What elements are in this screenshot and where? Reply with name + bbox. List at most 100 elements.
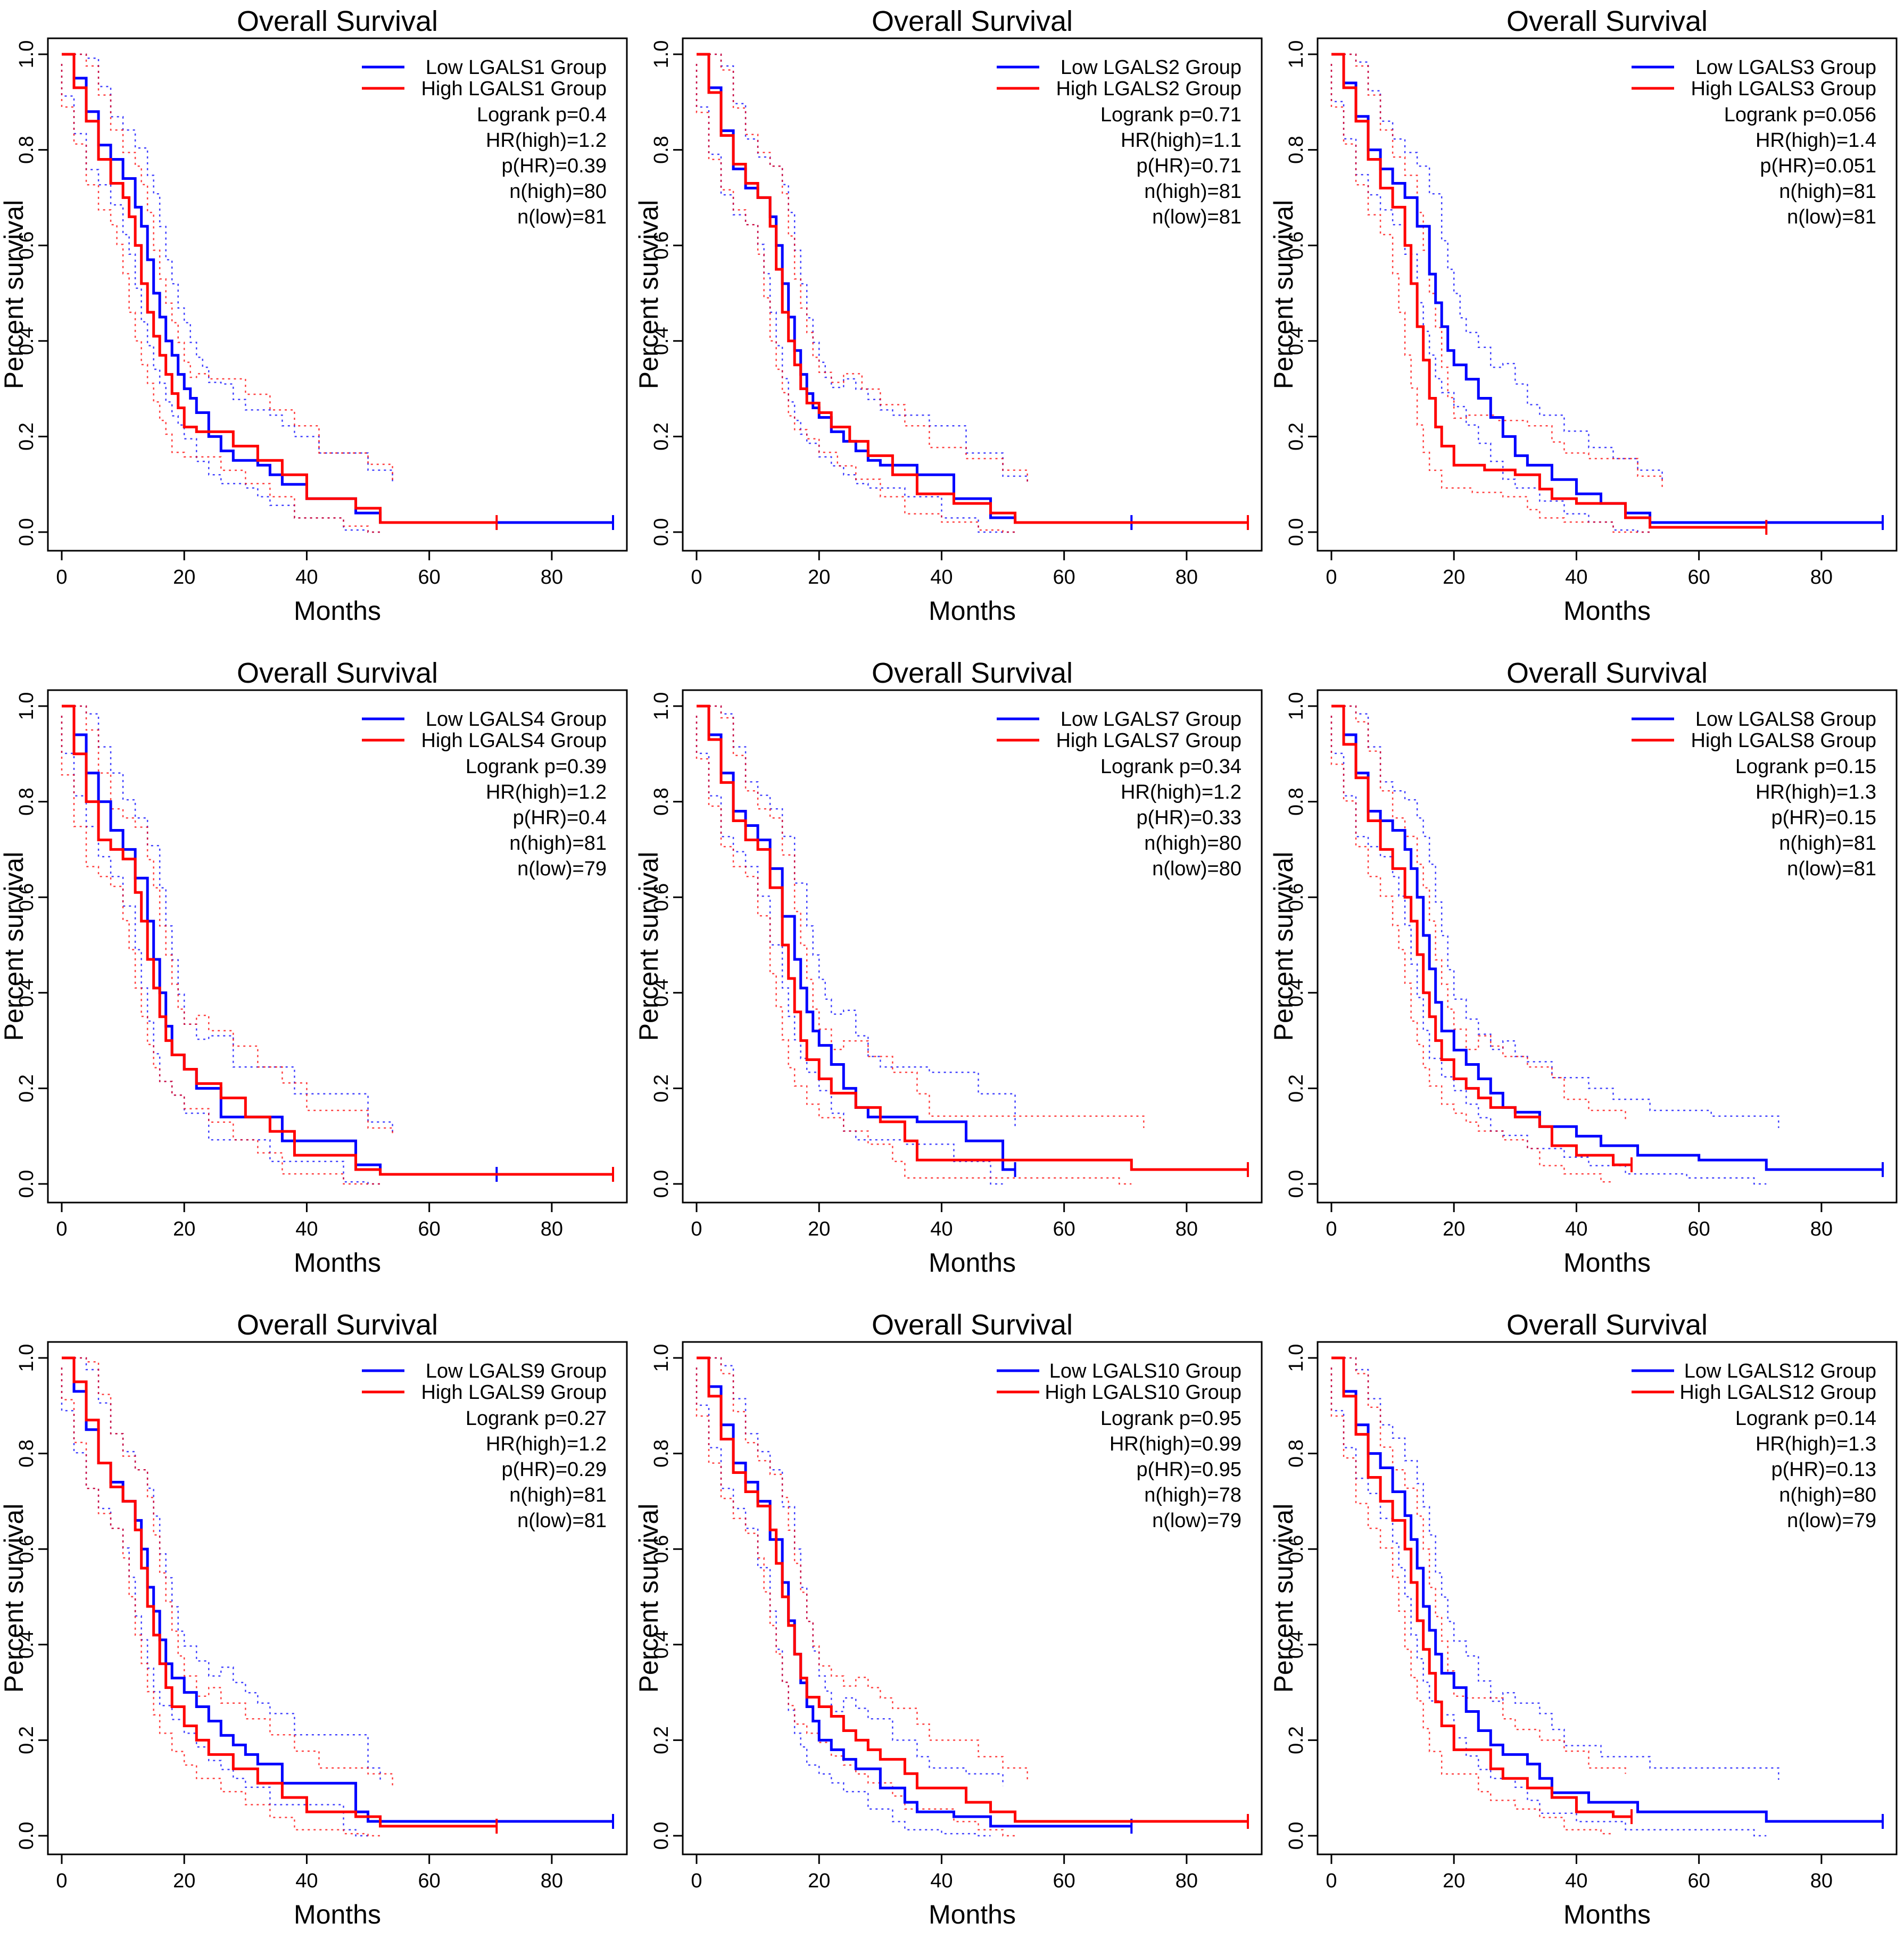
y-axis-label: Percent survival (1270, 1504, 1298, 1693)
legend-label-high: High LGALS9 Group (421, 1381, 607, 1404)
y-tick-label: 0.4 (650, 327, 673, 355)
y-tick-label: 0.2 (1285, 1726, 1307, 1754)
x-axis-label: Months (929, 1900, 1016, 1929)
stat-line: Logrank p=0.056 (1724, 104, 1876, 126)
survival-curve-high (697, 705, 1248, 1171)
stat-line: p(HR)=0.051 (1760, 155, 1876, 177)
stat-line: p(HR)=0.15 (1771, 807, 1876, 829)
x-tick-label: 0 (56, 566, 67, 589)
ci-lower-low (1330, 1367, 1767, 1837)
survival-chart-svg: Overall Survival 0 20 40 60 80 0.0 0.2 0.4 0.6 0.8… (0, 5, 628, 626)
y-tick-label: 1.0 (15, 692, 38, 720)
survival-chart-svg: Overall Survival 0 20 40 60 80 0.0 0.2 0.4 0.6 0.8… (1270, 5, 1898, 626)
ci-lower-low (1330, 715, 1767, 1185)
plot-frame (682, 37, 1263, 552)
stat-line: n(high)=81 (509, 832, 607, 855)
x-tick-label: 20 (1443, 1218, 1465, 1240)
stat-line: p(HR)=0.95 (1137, 1458, 1241, 1481)
x-tick-label: 60 (1053, 1218, 1075, 1240)
ci-lower-high (61, 63, 380, 533)
stat-line: p(HR)=0.4 (513, 807, 607, 829)
y-axis-label: Percent survival (635, 200, 664, 389)
stat-line: HR(high)=0.99 (1110, 1433, 1241, 1455)
survival-panel: Overall Survival 0 20 40 60 80 0.0 0.2 0.4 0.6 0.8… (1270, 0, 1904, 652)
ci-lower-high (1330, 1367, 1613, 1835)
x-tick-label: 80 (1175, 566, 1198, 589)
survival-chart-svg: Overall Survival 0 20 40 60 80 0.0 0.2 0.4 0.6 0.8… (0, 657, 628, 1278)
survival-panel: Overall Survival 0 20 40 60 80 0.0 0.2 0.4 0.6 0.8… (1270, 1304, 1904, 1955)
legend-label-high: High LGALS4 Group (421, 730, 607, 752)
x-tick-label: 40 (1565, 1218, 1587, 1240)
plot-frame (682, 1341, 1263, 1855)
y-tick-label: 0.0 (15, 518, 38, 546)
stat-line: n(high)=81 (1779, 832, 1876, 855)
ci-upper-low (1344, 705, 1779, 1128)
chart-title: Overall Survival (237, 657, 438, 689)
ci-upper-high (709, 53, 1028, 483)
x-tick-label: 0 (1326, 1870, 1337, 1892)
y-axis-label: Percent survival (0, 1504, 29, 1693)
stat-line: n(high)=80 (1144, 832, 1241, 855)
survival-curve-low (697, 53, 1132, 524)
legend-label-low: Low LGALS12 Group (1684, 1360, 1876, 1382)
y-tick-label: 0.8 (15, 788, 38, 816)
stat-line: HR(high)=1.2 (486, 781, 607, 803)
stat-line: n(high)=81 (509, 1484, 607, 1506)
y-tick-label: 0.2 (15, 422, 38, 451)
ci-lower-low (61, 1367, 368, 1837)
y-tick-label: 0.2 (1285, 422, 1307, 451)
survival-chart-svg: Overall Survival 0 20 40 60 80 0.0 0.2 0.4 0.6 0.8… (1270, 1309, 1898, 1929)
y-tick-label: 0.2 (15, 1074, 38, 1103)
plot-frame (47, 1341, 628, 1855)
legend-label-high: High LGALS1 Group (421, 78, 607, 100)
ci-lower-low (696, 1367, 991, 1837)
x-tick-label: 0 (56, 1870, 67, 1892)
stat-line: Logrank p=0.15 (1735, 756, 1876, 778)
legend-label-low: Low LGALS10 Group (1049, 1360, 1241, 1382)
ci-upper-low (1344, 1357, 1779, 1780)
legend-label-low: Low LGALS4 Group (426, 708, 607, 731)
legend-label-low: Low LGALS1 Group (426, 56, 607, 79)
y-tick-label: 0.4 (15, 327, 38, 355)
y-tick-label: 0.6 (650, 883, 673, 911)
ci-lower-low (696, 715, 1003, 1185)
y-tick-label: 0.8 (1285, 136, 1307, 164)
x-tick-label: 40 (930, 1218, 953, 1240)
x-tick-label: 60 (418, 566, 441, 589)
y-axis-label: Percent survival (1270, 200, 1298, 389)
y-tick-label: 0.6 (650, 231, 673, 260)
y-tick-label: 1.0 (1285, 692, 1307, 720)
stat-line: n(low)=79 (517, 858, 607, 880)
ci-lower-high (61, 1367, 380, 1837)
y-tick-label: 0.2 (15, 1726, 38, 1754)
legend-label-low: Low LGALS8 Group (1695, 708, 1876, 731)
x-tick-label: 80 (1175, 1870, 1198, 1892)
x-tick-label: 20 (808, 1870, 830, 1892)
y-axis-label: Percent survival (1270, 852, 1298, 1041)
x-tick-label: 60 (1053, 1870, 1075, 1892)
x-tick-label: 40 (295, 1870, 318, 1892)
x-tick-label: 0 (691, 1870, 702, 1892)
chart-title: Overall Survival (872, 1309, 1073, 1341)
ci-upper-high (74, 705, 393, 1134)
x-tick-label: 20 (173, 1870, 195, 1892)
x-tick-label: 60 (418, 1218, 441, 1240)
y-tick-label: 0.0 (1285, 1822, 1307, 1850)
legend-label-high: High LGALS2 Group (1056, 78, 1241, 100)
x-tick-label: 0 (691, 1218, 702, 1240)
stat-line: n(low)=81 (517, 206, 607, 228)
stat-line: HR(high)=1.1 (1121, 129, 1241, 152)
x-tick-label: 80 (541, 566, 563, 589)
survival-curve-high (1331, 53, 1767, 529)
ci-upper-low (74, 1357, 381, 1780)
y-tick-label: 0.8 (15, 136, 38, 164)
y-tick-label: 1.0 (650, 40, 673, 69)
y-tick-label: 0.0 (650, 518, 673, 546)
y-tick-label: 0.0 (650, 1170, 673, 1198)
stat-line: Logrank p=0.34 (1100, 756, 1241, 778)
stat-line: HR(high)=1.2 (486, 129, 607, 152)
x-tick-label: 60 (1688, 566, 1710, 589)
survival-curve-high (697, 1356, 1248, 1823)
ci-upper-low (74, 53, 393, 483)
